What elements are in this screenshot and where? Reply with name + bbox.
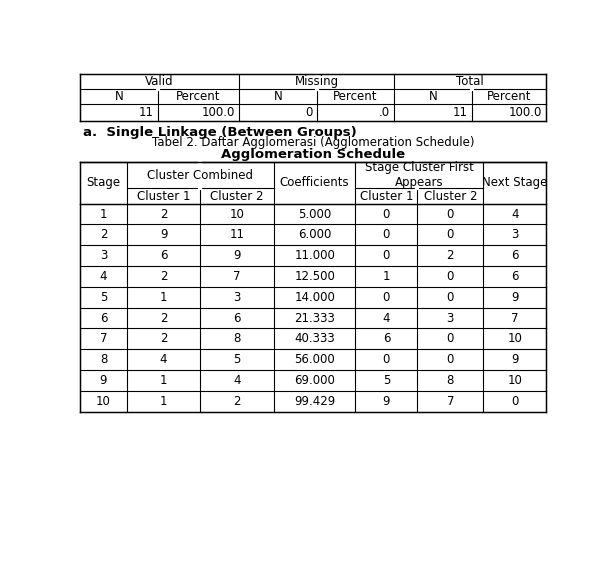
- Text: 10: 10: [96, 394, 111, 408]
- Text: 11: 11: [453, 106, 468, 119]
- Text: 2: 2: [447, 249, 454, 262]
- Text: 9: 9: [511, 353, 518, 366]
- Text: 4: 4: [233, 374, 241, 387]
- Text: 9: 9: [382, 394, 390, 408]
- Text: 4: 4: [511, 207, 518, 221]
- Text: 6: 6: [233, 311, 241, 325]
- Text: Stage Cluster First
Appears: Stage Cluster First Appears: [365, 161, 474, 189]
- Text: 8: 8: [100, 353, 107, 366]
- Text: Cluster Combined: Cluster Combined: [147, 168, 254, 182]
- Text: 2: 2: [160, 311, 167, 325]
- Text: Percent: Percent: [176, 90, 221, 103]
- Text: 7: 7: [511, 311, 518, 325]
- Text: Coefficients: Coefficients: [280, 177, 349, 189]
- Text: 10: 10: [230, 207, 244, 221]
- Text: 0: 0: [382, 353, 390, 366]
- Text: 1: 1: [160, 374, 167, 387]
- Text: a.  Single Linkage (Between Groups): a. Single Linkage (Between Groups): [82, 125, 356, 139]
- Text: 56.000: 56.000: [295, 353, 335, 366]
- Text: 4: 4: [160, 353, 167, 366]
- Text: N: N: [274, 90, 282, 103]
- Text: 14.000: 14.000: [295, 290, 335, 304]
- Text: Total: Total: [456, 75, 484, 88]
- Text: 100.0: 100.0: [509, 106, 542, 119]
- Text: 0: 0: [447, 290, 454, 304]
- Text: Cluster 2: Cluster 2: [210, 189, 264, 203]
- Text: 8: 8: [233, 332, 241, 345]
- Text: .0: .0: [379, 106, 390, 119]
- Text: Stage: Stage: [86, 177, 120, 189]
- Text: 3: 3: [233, 290, 241, 304]
- Text: 3: 3: [447, 311, 454, 325]
- Text: Agglomeration Schedule: Agglomeration Schedule: [221, 148, 405, 161]
- Text: Percent: Percent: [486, 90, 531, 103]
- Text: 100.0: 100.0: [202, 106, 235, 119]
- Text: Cluster 1: Cluster 1: [360, 189, 413, 203]
- Text: 1: 1: [160, 394, 167, 408]
- Text: 6.000: 6.000: [298, 228, 331, 241]
- Text: 9: 9: [511, 290, 518, 304]
- Text: 40.333: 40.333: [295, 332, 335, 345]
- Text: 6: 6: [160, 249, 167, 262]
- Text: 0: 0: [447, 332, 454, 345]
- Text: 0: 0: [382, 228, 390, 241]
- Text: 10: 10: [507, 332, 522, 345]
- Text: 12.500: 12.500: [295, 270, 335, 283]
- Text: 6: 6: [511, 270, 518, 283]
- Text: 0: 0: [382, 207, 390, 221]
- Text: Next Stage: Next Stage: [482, 177, 547, 189]
- Text: 11.000: 11.000: [295, 249, 335, 262]
- Text: 4: 4: [100, 270, 108, 283]
- Text: 9: 9: [160, 228, 167, 241]
- Text: 7: 7: [100, 332, 108, 345]
- Text: 5.000: 5.000: [298, 207, 331, 221]
- Text: 3: 3: [100, 249, 107, 262]
- Text: 21.333: 21.333: [295, 311, 335, 325]
- Text: 6: 6: [382, 332, 390, 345]
- Text: 0: 0: [447, 353, 454, 366]
- Text: 6: 6: [100, 311, 108, 325]
- Text: Valid: Valid: [145, 75, 174, 88]
- Text: 0: 0: [447, 228, 454, 241]
- Text: 10: 10: [507, 374, 522, 387]
- Text: 99.429: 99.429: [294, 394, 335, 408]
- Text: 5: 5: [382, 374, 390, 387]
- Text: 0: 0: [382, 249, 390, 262]
- Text: 2: 2: [160, 207, 167, 221]
- Text: 6: 6: [511, 249, 518, 262]
- Text: 8: 8: [447, 374, 454, 387]
- Text: Missing: Missing: [295, 75, 338, 88]
- Text: 1: 1: [382, 270, 390, 283]
- Text: 2: 2: [100, 228, 108, 241]
- Text: 0: 0: [382, 290, 390, 304]
- Text: 7: 7: [447, 394, 454, 408]
- Text: Cluster 1: Cluster 1: [137, 189, 190, 203]
- Text: 3: 3: [511, 228, 518, 241]
- Text: 5: 5: [233, 353, 241, 366]
- Text: 0: 0: [447, 270, 454, 283]
- Text: 2: 2: [160, 332, 167, 345]
- Text: N: N: [115, 90, 123, 103]
- Text: 11: 11: [230, 228, 244, 241]
- Text: 0: 0: [306, 106, 313, 119]
- Text: 69.000: 69.000: [295, 374, 335, 387]
- Text: 2: 2: [160, 270, 167, 283]
- Text: 0: 0: [447, 207, 454, 221]
- Text: Cluster 2: Cluster 2: [423, 189, 477, 203]
- Text: 9: 9: [100, 374, 108, 387]
- Text: Percent: Percent: [333, 90, 378, 103]
- Text: 1: 1: [100, 207, 108, 221]
- Text: 1: 1: [160, 290, 167, 304]
- Text: 7: 7: [233, 270, 241, 283]
- Text: Tabel 2. Daftar Agglomerasi (Agglomeration Schedule): Tabel 2. Daftar Agglomerasi (Agglomerati…: [152, 137, 474, 149]
- Text: 9: 9: [233, 249, 241, 262]
- Text: 4: 4: [382, 311, 390, 325]
- Text: 2: 2: [233, 394, 241, 408]
- Text: 11: 11: [139, 106, 154, 119]
- Text: 5: 5: [100, 290, 107, 304]
- Text: N: N: [428, 90, 437, 103]
- Text: 0: 0: [511, 394, 518, 408]
